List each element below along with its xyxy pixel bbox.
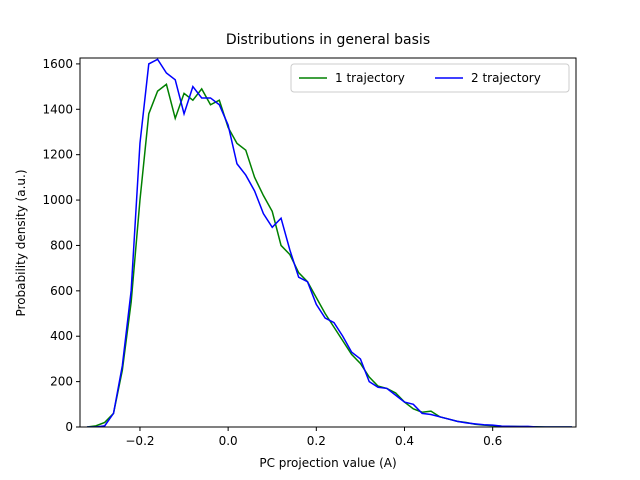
legend-label: 2 trajectory (471, 71, 541, 85)
y-tick-label: 1200 (42, 148, 73, 162)
y-tick-label: 0 (65, 420, 73, 434)
x-tick-label: 0.6 (483, 434, 502, 448)
y-tick-label: 1000 (42, 193, 73, 207)
chart-title: Distributions in general basis (226, 32, 430, 48)
x-tick-label: 0.2 (307, 434, 326, 448)
y-tick-label: 1400 (42, 102, 73, 116)
x-tick-label: 0.0 (219, 434, 238, 448)
plot-frame (79, 57, 577, 428)
y-tick-label: 200 (50, 375, 73, 389)
legend-box (290, 63, 570, 93)
y-tick-label: 800 (50, 238, 73, 252)
y-tick-label: 1600 (42, 57, 73, 71)
x-tick-label: −0.2 (125, 434, 154, 448)
x-axis-label: PC projection value (A) (259, 456, 396, 470)
legend-label: 1 trajectory (335, 71, 405, 85)
y-axis-label: Probability density (a.u.) (14, 169, 28, 316)
y-tick-label: 600 (50, 284, 73, 298)
data-line (87, 58, 573, 427)
y-tick-label: 400 (50, 329, 73, 343)
x-tick-label: 0.4 (395, 434, 414, 448)
